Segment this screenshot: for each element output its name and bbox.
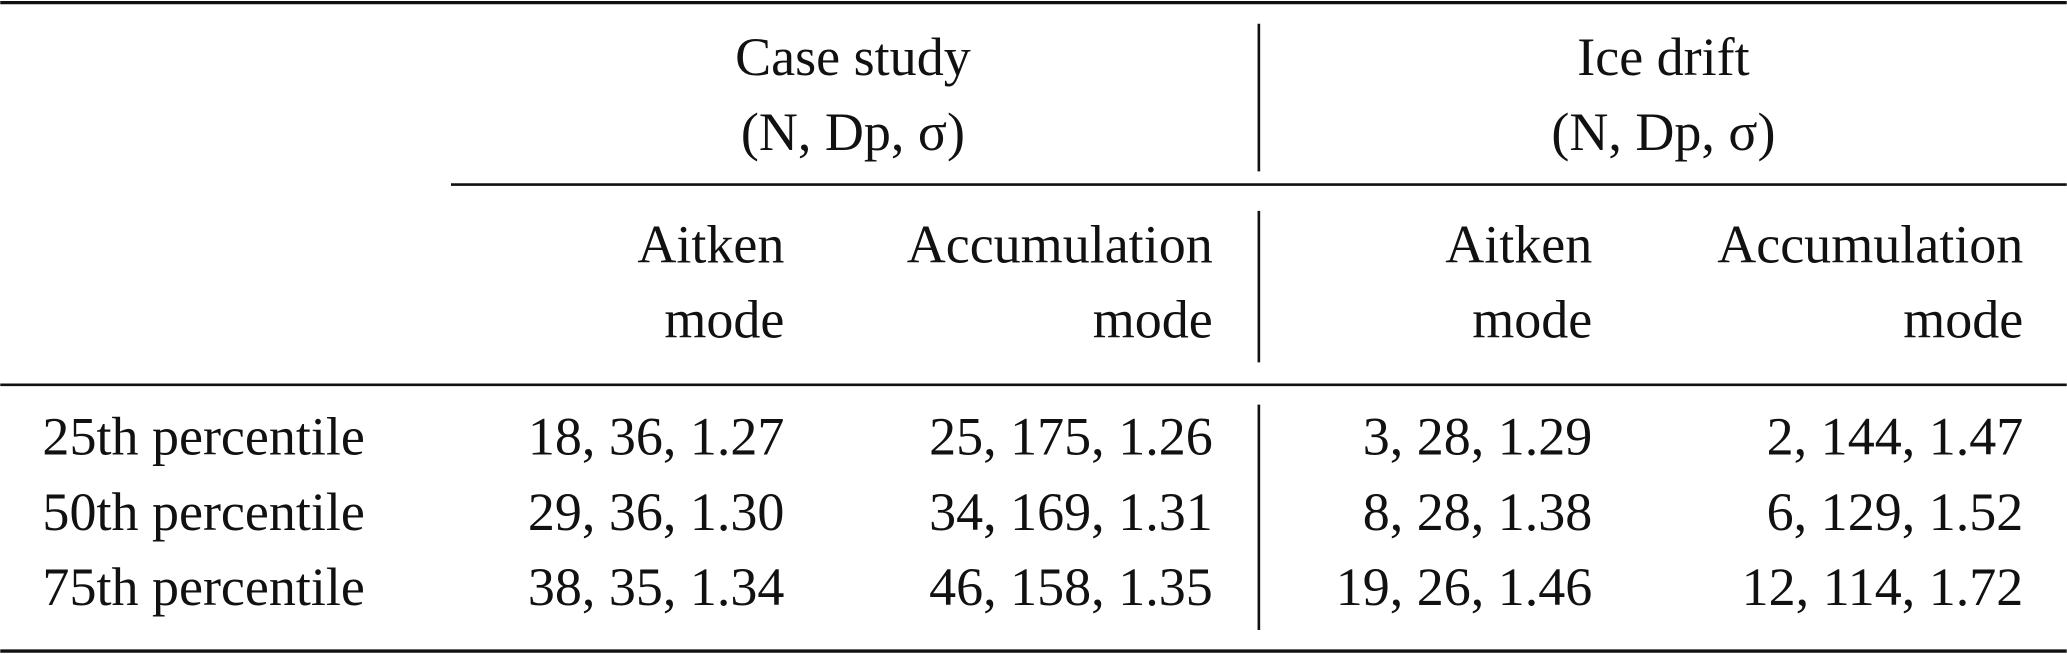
group-title: Ice drift	[1577, 27, 1749, 87]
cell: 2, 144, 1.47	[1767, 407, 2024, 467]
cell: 46, 158, 1.35	[929, 557, 1213, 617]
cell: 12, 114, 1.72	[1742, 557, 2024, 617]
cell: 34, 169, 1.31	[929, 482, 1213, 542]
row-label: 25th percentile	[42, 407, 364, 467]
column-header: mode	[664, 289, 784, 349]
cell: 8, 28, 1.38	[1363, 482, 1593, 542]
group-subtitle: (N, Dp, σ)	[741, 102, 965, 162]
cell: 6, 129, 1.52	[1767, 482, 2024, 542]
cell: 29, 36, 1.30	[528, 482, 785, 542]
cell: 38, 35, 1.34	[528, 557, 785, 617]
group-subtitle: (N, Dp, σ)	[1551, 102, 1775, 162]
column-header: Aitken	[1445, 214, 1592, 274]
row-label: 75th percentile	[42, 557, 364, 617]
row-label: 50th percentile	[42, 482, 364, 542]
column-header: Accumulation	[1717, 214, 2023, 274]
cell: 18, 36, 1.27	[528, 407, 785, 467]
cell: 19, 26, 1.46	[1336, 557, 1593, 617]
column-header: mode	[1093, 289, 1213, 349]
column-header: Accumulation	[907, 214, 1213, 274]
cell: 3, 28, 1.29	[1363, 407, 1593, 467]
column-header: Aitken	[637, 214, 784, 274]
column-header: mode	[1472, 289, 1592, 349]
group-title: Case study	[735, 27, 971, 87]
cell: 25, 175, 1.26	[929, 407, 1213, 467]
column-header: mode	[1903, 289, 2023, 349]
